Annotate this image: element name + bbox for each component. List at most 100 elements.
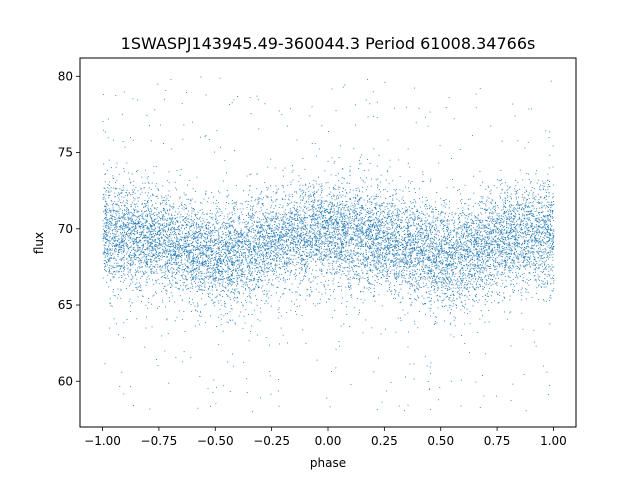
data-point bbox=[240, 248, 242, 250]
data-point bbox=[127, 235, 128, 237]
data-point bbox=[448, 240, 450, 241]
data-point bbox=[428, 227, 430, 229]
data-point bbox=[353, 265, 355, 266]
data-point bbox=[410, 233, 412, 235]
data-point bbox=[234, 150, 235, 152]
data-point bbox=[492, 259, 493, 261]
data-point bbox=[287, 258, 289, 259]
data-point bbox=[405, 250, 407, 252]
data-point bbox=[133, 214, 135, 216]
data-point bbox=[156, 247, 158, 248]
data-point bbox=[402, 280, 404, 282]
data-point bbox=[482, 220, 484, 221]
data-point bbox=[551, 204, 553, 206]
data-point bbox=[153, 207, 155, 209]
data-point bbox=[284, 263, 286, 265]
data-point bbox=[539, 276, 541, 278]
data-point bbox=[292, 262, 294, 263]
data-point bbox=[393, 217, 395, 219]
data-point bbox=[236, 255, 238, 257]
data-point bbox=[402, 196, 404, 198]
data-point bbox=[519, 169, 521, 171]
data-point bbox=[164, 263, 166, 265]
data-point bbox=[422, 212, 424, 214]
data-point bbox=[359, 309, 360, 311]
data-point bbox=[309, 252, 311, 254]
data-point bbox=[105, 211, 107, 213]
data-point bbox=[536, 210, 538, 212]
data-point bbox=[257, 199, 259, 201]
data-point bbox=[339, 345, 340, 347]
data-point bbox=[304, 245, 306, 247]
data-point bbox=[363, 252, 364, 254]
data-point bbox=[333, 291, 334, 293]
data-point bbox=[321, 244, 323, 245]
data-point bbox=[521, 248, 522, 249]
data-point bbox=[262, 263, 263, 265]
data-point bbox=[217, 241, 219, 242]
data-point bbox=[435, 281, 437, 283]
data-point bbox=[350, 253, 351, 255]
data-point bbox=[268, 241, 270, 243]
data-point bbox=[346, 192, 348, 194]
data-point bbox=[210, 230, 212, 232]
data-point bbox=[153, 294, 155, 296]
data-point bbox=[422, 282, 424, 284]
data-point bbox=[467, 266, 469, 268]
data-point bbox=[396, 226, 398, 228]
data-point bbox=[121, 241, 123, 243]
data-point bbox=[448, 280, 450, 282]
data-point bbox=[255, 260, 257, 262]
data-point bbox=[377, 217, 379, 219]
data-point bbox=[145, 262, 147, 264]
data-point bbox=[485, 236, 487, 238]
data-point bbox=[516, 204, 517, 206]
data-point bbox=[482, 288, 484, 290]
data-point bbox=[129, 217, 131, 219]
data-point bbox=[195, 286, 197, 288]
data-point bbox=[159, 124, 161, 126]
data-point bbox=[210, 245, 212, 246]
data-point bbox=[148, 275, 150, 277]
data-point bbox=[317, 207, 319, 209]
data-point bbox=[473, 192, 475, 194]
data-point bbox=[303, 228, 305, 230]
data-point bbox=[226, 226, 228, 228]
data-point bbox=[429, 277, 431, 278]
data-point bbox=[272, 279, 274, 281]
data-point bbox=[194, 257, 196, 259]
data-point bbox=[544, 256, 545, 258]
data-point bbox=[152, 265, 154, 267]
data-point bbox=[493, 238, 495, 240]
data-point bbox=[493, 218, 495, 220]
data-point bbox=[290, 221, 292, 223]
data-point bbox=[310, 225, 312, 227]
data-point bbox=[228, 203, 230, 204]
data-point bbox=[130, 222, 132, 224]
data-point bbox=[345, 235, 347, 237]
data-point bbox=[443, 247, 445, 249]
data-point bbox=[220, 227, 221, 229]
data-point bbox=[253, 277, 255, 279]
data-point bbox=[489, 247, 490, 249]
data-point bbox=[265, 259, 267, 261]
data-point bbox=[344, 258, 346, 260]
data-point bbox=[329, 242, 331, 244]
data-point bbox=[405, 244, 407, 246]
data-point bbox=[225, 248, 227, 250]
data-point bbox=[284, 279, 286, 281]
data-point bbox=[408, 254, 410, 256]
data-point bbox=[327, 204, 329, 206]
data-point bbox=[174, 218, 176, 220]
data-point bbox=[462, 260, 463, 262]
data-point bbox=[334, 273, 335, 275]
data-point bbox=[237, 216, 239, 218]
data-point bbox=[197, 407, 199, 409]
data-point bbox=[530, 212, 531, 214]
data-point bbox=[358, 218, 360, 220]
data-point bbox=[230, 221, 232, 222]
data-point bbox=[302, 232, 304, 233]
data-point bbox=[513, 253, 515, 255]
data-point bbox=[231, 102, 233, 104]
data-point bbox=[291, 239, 292, 241]
